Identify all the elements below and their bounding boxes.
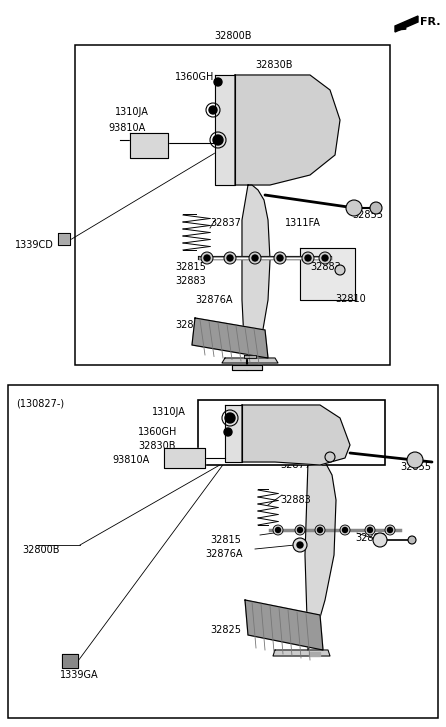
Polygon shape — [235, 75, 340, 185]
Polygon shape — [130, 133, 168, 158]
Circle shape — [319, 252, 331, 264]
Polygon shape — [245, 600, 323, 650]
Circle shape — [209, 106, 217, 114]
Polygon shape — [62, 654, 78, 668]
Polygon shape — [225, 405, 242, 462]
Polygon shape — [192, 318, 268, 358]
Text: 32830B: 32830B — [138, 441, 175, 451]
Circle shape — [335, 265, 345, 275]
Polygon shape — [305, 462, 336, 650]
Circle shape — [224, 428, 232, 436]
Text: 32883: 32883 — [175, 276, 206, 286]
Circle shape — [325, 452, 335, 462]
Circle shape — [340, 525, 350, 535]
Circle shape — [249, 252, 261, 264]
Text: 32883: 32883 — [280, 495, 311, 505]
Text: 1310JA: 1310JA — [115, 107, 149, 117]
Circle shape — [365, 525, 375, 535]
Polygon shape — [244, 355, 256, 358]
Text: 32883: 32883 — [355, 533, 386, 543]
Circle shape — [315, 525, 325, 535]
Bar — [75, 45, 390, 365]
Circle shape — [408, 536, 416, 544]
Polygon shape — [222, 358, 278, 363]
Circle shape — [346, 200, 362, 216]
Circle shape — [302, 252, 314, 264]
Circle shape — [370, 202, 382, 214]
Bar — [8, 385, 438, 718]
Circle shape — [305, 255, 311, 261]
Polygon shape — [273, 650, 330, 656]
Text: 32815: 32815 — [210, 535, 241, 545]
Circle shape — [295, 525, 305, 535]
Circle shape — [201, 252, 213, 264]
Text: 1310JA: 1310JA — [152, 407, 186, 417]
Polygon shape — [232, 365, 262, 370]
Polygon shape — [242, 405, 350, 465]
Circle shape — [204, 255, 210, 261]
Circle shape — [385, 525, 395, 535]
Text: 1360GH: 1360GH — [138, 427, 178, 437]
Circle shape — [388, 528, 392, 532]
Text: 32876A: 32876A — [195, 295, 232, 305]
Circle shape — [214, 78, 222, 86]
Text: 1311FA: 1311FA — [285, 218, 321, 228]
Polygon shape — [215, 75, 235, 185]
Text: 1360GH: 1360GH — [175, 72, 215, 82]
Text: 32883: 32883 — [310, 262, 341, 272]
Circle shape — [273, 525, 283, 535]
Text: 32877: 32877 — [280, 460, 311, 470]
Circle shape — [407, 452, 423, 468]
Circle shape — [213, 135, 223, 145]
Circle shape — [297, 542, 303, 548]
Text: 32876A: 32876A — [205, 549, 243, 559]
Polygon shape — [58, 233, 70, 245]
Polygon shape — [395, 16, 418, 32]
Text: 32800B: 32800B — [214, 31, 252, 41]
Circle shape — [225, 413, 235, 423]
Text: 1339CD: 1339CD — [15, 240, 54, 250]
Polygon shape — [300, 248, 355, 300]
Text: 32815: 32815 — [175, 262, 206, 272]
Bar — [198, 400, 385, 465]
Text: 32810: 32810 — [335, 294, 366, 304]
Circle shape — [276, 528, 281, 532]
Circle shape — [318, 528, 322, 532]
Text: FR.: FR. — [420, 17, 441, 27]
Text: 32800B: 32800B — [22, 545, 59, 555]
Text: 32855: 32855 — [400, 462, 431, 472]
Text: 93810A: 93810A — [112, 455, 149, 465]
Circle shape — [297, 528, 302, 532]
Text: 32825: 32825 — [175, 320, 206, 330]
Text: 32825: 32825 — [210, 625, 241, 635]
Text: (130827-): (130827-) — [16, 399, 64, 409]
Circle shape — [343, 528, 347, 532]
Circle shape — [227, 255, 233, 261]
Circle shape — [252, 255, 258, 261]
Text: 32837: 32837 — [210, 218, 241, 228]
Circle shape — [224, 252, 236, 264]
Circle shape — [274, 252, 286, 264]
Text: 1339GA: 1339GA — [60, 670, 99, 680]
Circle shape — [277, 255, 283, 261]
Circle shape — [368, 528, 372, 532]
Polygon shape — [309, 652, 320, 656]
Circle shape — [373, 533, 387, 547]
Text: 32830B: 32830B — [255, 60, 293, 70]
Text: 32855: 32855 — [352, 210, 383, 220]
Polygon shape — [164, 448, 205, 468]
Text: 1339CD: 1339CD — [270, 402, 309, 412]
Text: 93810A: 93810A — [108, 123, 145, 133]
Circle shape — [293, 538, 307, 552]
Circle shape — [322, 255, 328, 261]
Polygon shape — [242, 185, 270, 350]
